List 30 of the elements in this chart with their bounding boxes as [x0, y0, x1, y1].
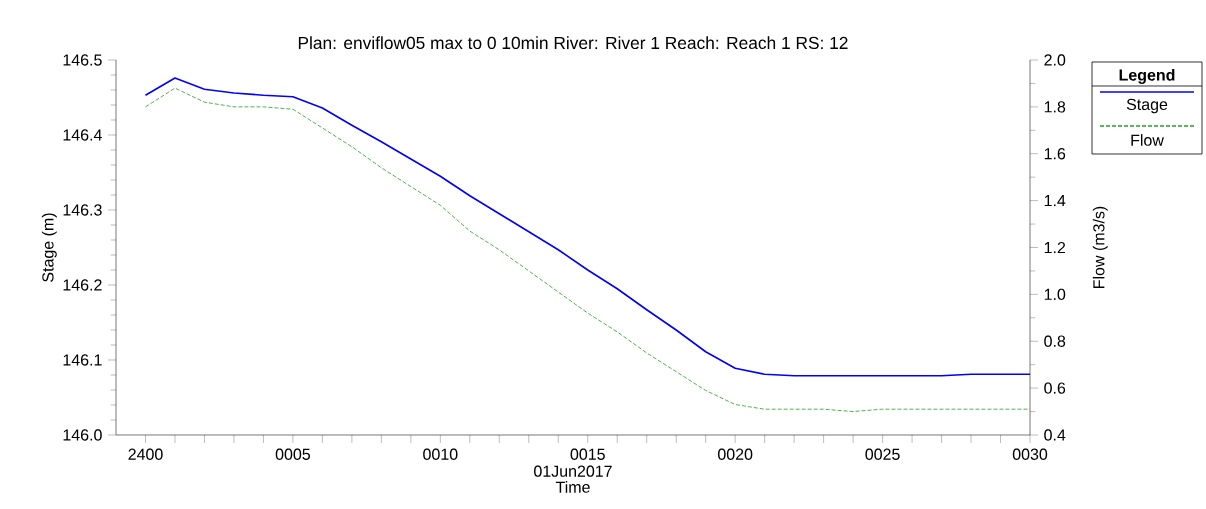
- text: Flow: [1131, 134, 1164, 146]
- legend-title: Legend: [1119, 68, 1175, 84]
- chart-title: Plan: enviflow05 max to 0 10min River: River 1 Reach: Reach 1 RS: 12: [298, 36, 848, 50]
- x-tick-label: 0015: [570, 448, 605, 460]
- x-tick-label: 0005: [275, 448, 311, 460]
- y-tick-label: 146.1: [63, 354, 102, 366]
- x-tick-label: 0010: [423, 448, 458, 460]
- y-tick-label: 146.5: [63, 54, 102, 66]
- y2-tick-label: 1.8: [1044, 101, 1066, 113]
- x-tick-label: 0020: [718, 448, 753, 460]
- y2-tick-label: 0.4: [1044, 429, 1066, 441]
- x-tick-label: 2400: [128, 448, 163, 460]
- y2-tick-label: 1.6: [1044, 148, 1066, 160]
- y2-tick-label: 2.0: [1044, 54, 1066, 66]
- y-tick-label: 146.0: [63, 429, 102, 441]
- y2-axis-title: Flow (m3/s): [1092, 206, 1108, 288]
- y2-tick-label: 0.6: [1044, 382, 1066, 394]
- y-tick-label: 146.4: [63, 129, 102, 141]
- y2-tick-label: 1.0: [1044, 288, 1066, 301]
- y2-tick-label: 0.8: [1044, 335, 1066, 347]
- y-tick-label: 146.3: [63, 204, 102, 216]
- y-axis-title: Stage (m): [41, 213, 57, 282]
- x-tick-label: 0030: [1012, 448, 1048, 460]
- text: 01Jun2017: [534, 465, 612, 477]
- y2-tick-label: 1.4: [1044, 195, 1066, 207]
- y2-tick-label: 1.2: [1044, 241, 1066, 254]
- x-axis-title: Time: [555, 481, 590, 493]
- text: Stage: [1126, 98, 1168, 114]
- y-tick-label: 146.2: [63, 279, 102, 291]
- x-tick-label: 0025: [865, 448, 900, 460]
